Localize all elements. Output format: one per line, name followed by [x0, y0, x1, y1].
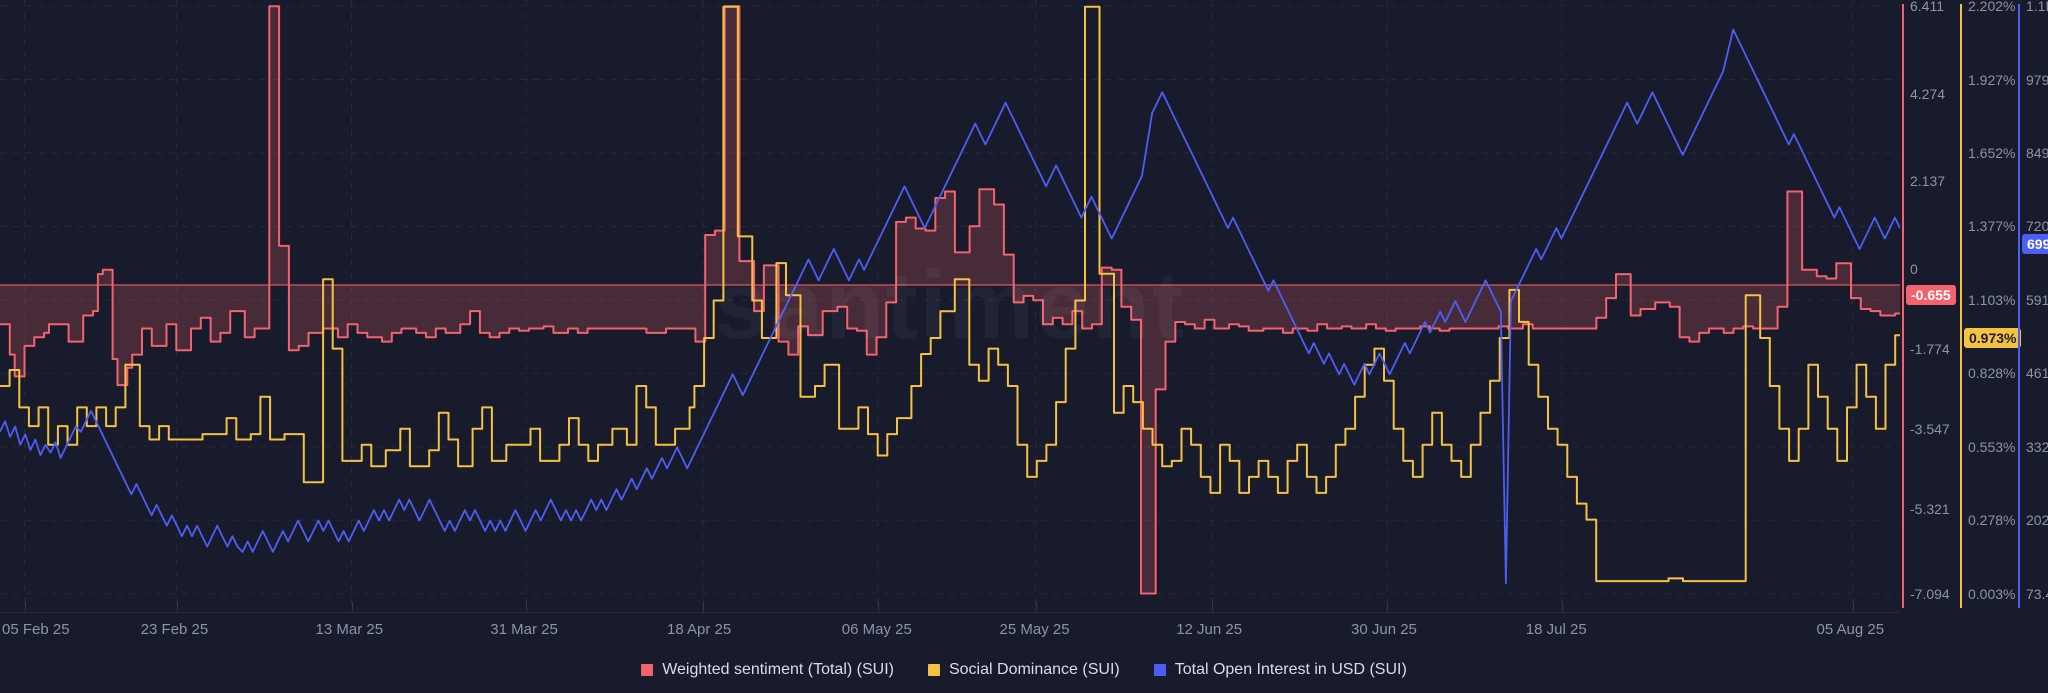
y-axis-tick-label: -5.321	[1910, 501, 1950, 518]
axis-spine	[2018, 4, 2020, 608]
x-axis-tick	[351, 602, 353, 611]
y-axis-tick-label: 0.828%	[1968, 365, 2016, 382]
y-axis-tick-label: -7.094	[1910, 585, 1950, 602]
axis-spine	[1960, 4, 1962, 608]
y-axis-open-interest[interactable]: 1.1B 979.19M 849.8M 720.4M 591.01M 461.61M 332…	[2018, 0, 2048, 612]
x-axis-label: 18 Apr 25	[667, 621, 732, 638]
y-axis-tick-label: 0.003%	[1968, 585, 2016, 602]
current-value-badge[interactable]: -0.655	[1906, 284, 1956, 305]
x-axis-tick	[24, 602, 26, 611]
y-axis-tick-label: 202.82M	[2026, 512, 2048, 529]
gridlines	[0, 0, 1900, 612]
x-axis-label: 30 Jun 25	[1351, 621, 1417, 638]
y-axis-tick-label: 332.22M	[2026, 438, 2048, 455]
x-axis-tick	[1387, 602, 1388, 611]
y-axis-tick-label: 1.927%	[1968, 71, 2016, 88]
y-axis-tick-label: 979.19M	[2026, 71, 2048, 88]
y-axis-tick-label: 0.553%	[1968, 438, 2016, 455]
right-axes-group: 6.411 4.274 2.137 0 -1.774 -3.547 -5.321 -7.094…	[1900, 0, 2048, 612]
x-axis-line	[0, 612, 1900, 613]
legend-social-dominance[interactable]: Social Dominance (SUI)	[927, 660, 1120, 679]
plot-area[interactable]: santiment	[0, 0, 1900, 612]
legend-swatch-icon	[641, 663, 654, 676]
y-axis-tick-label: 1.652%	[1968, 145, 2016, 161]
x-axis-tick	[526, 602, 528, 611]
y-axis-weighted-sentiment[interactable]: 6.411 4.274 2.137 0 -1.774 -3.547 -5.321 -7.094…	[1902, 0, 1958, 612]
sentiment-line	[0, 5, 1900, 595]
y-axis-tick-label: 1.1B	[2026, 0, 2048, 15]
x-axis-label: 12 Jun 25	[1176, 621, 1243, 638]
x-axis-label: 05 Aug 25	[1816, 621, 1885, 638]
legend-open-interest[interactable]: Total Open Interest in USD (SUI)	[1153, 660, 1407, 679]
x-axis-label: 25 May 25	[999, 621, 1070, 638]
legend-weighted-sentiment[interactable]: Weighted sentiment (Total) (SUI)	[641, 661, 894, 679]
x-axis-label: 05 Feb 25	[2, 621, 70, 638]
x-axis-tick	[1035, 602, 1037, 611]
chart-legend: Weighted sentiment (Total) (SUI) Social D…	[0, 646, 2048, 693]
dominance-line	[0, 5, 1900, 583]
y-axis-tick-label: 4.274	[1910, 85, 1946, 102]
y-axis-tick-label: 849.8M	[2026, 145, 2048, 161]
x-axis-label: 06 May 25	[841, 621, 912, 638]
y-axis-tick-label: 0	[1910, 260, 1918, 277]
x-axis-label: 13 Mar 25	[315, 621, 384, 638]
legend-swatch-icon	[1153, 663, 1166, 676]
y-axis-tick-label: 461.61M	[2026, 365, 2048, 382]
legend-label: Weighted sentiment (Total) (SUI)	[662, 660, 894, 678]
x-axis-label: 31 Mar 25	[490, 621, 558, 638]
y-axis-tick-label: 1.103%	[1968, 291, 2016, 308]
x-axis: 05 Feb 25 23 Feb 25 13 Mar 25 31 Mar 25 18 A…	[0, 602, 1900, 646]
x-axis-tick	[1212, 602, 1214, 611]
x-axis-tick	[1561, 602, 1563, 611]
y-axis-tick-label: 0.278%	[1968, 512, 2016, 529]
y-axis-tick-label: 2.137	[1910, 173, 1946, 190]
x-axis-tick	[877, 602, 879, 611]
y-axis-tick-label: 1.377%	[1968, 218, 2016, 235]
legend-swatch-icon	[927, 663, 940, 676]
y-axis-tick-label: 720.4M	[2026, 218, 2048, 235]
y-axis-tick-label: 73.43M	[2026, 585, 2048, 602]
y-axis-tick-label: -3.547	[1910, 421, 1950, 437]
y-axis-tick-label: 591.01M	[2026, 291, 2048, 308]
y-axis-tick-label: 2.202%	[1968, 0, 2016, 15]
current-value-badge[interactable]: 699.6M	[2022, 233, 2048, 254]
y-axis-tick-label: -1.774	[1910, 340, 1950, 357]
x-axis-label: 18 Jul 25	[1525, 621, 1587, 638]
legend-label: Total Open Interest in USD (SUI)	[1174, 660, 1407, 678]
current-value-badge[interactable]: 0.973%	[1964, 328, 2022, 349]
x-axis-tick	[176, 602, 178, 611]
legend-label: Social Dominance (SUI)	[948, 660, 1120, 678]
x-axis-tick	[1852, 602, 1854, 611]
plot-svg	[0, 0, 1900, 612]
axis-spine	[1902, 4, 1904, 608]
y-axis-tick-label: 6.411	[1910, 0, 1944, 15]
x-axis-label: 23 Feb 25	[140, 621, 209, 638]
y-axis-social-dominance[interactable]: 2.202% 1.927% 1.652% 1.377% 1.103% 0.828% 0.55…	[1960, 0, 2022, 612]
x-axis-tick	[703, 602, 704, 611]
open-interest-line	[0, 28, 1900, 585]
